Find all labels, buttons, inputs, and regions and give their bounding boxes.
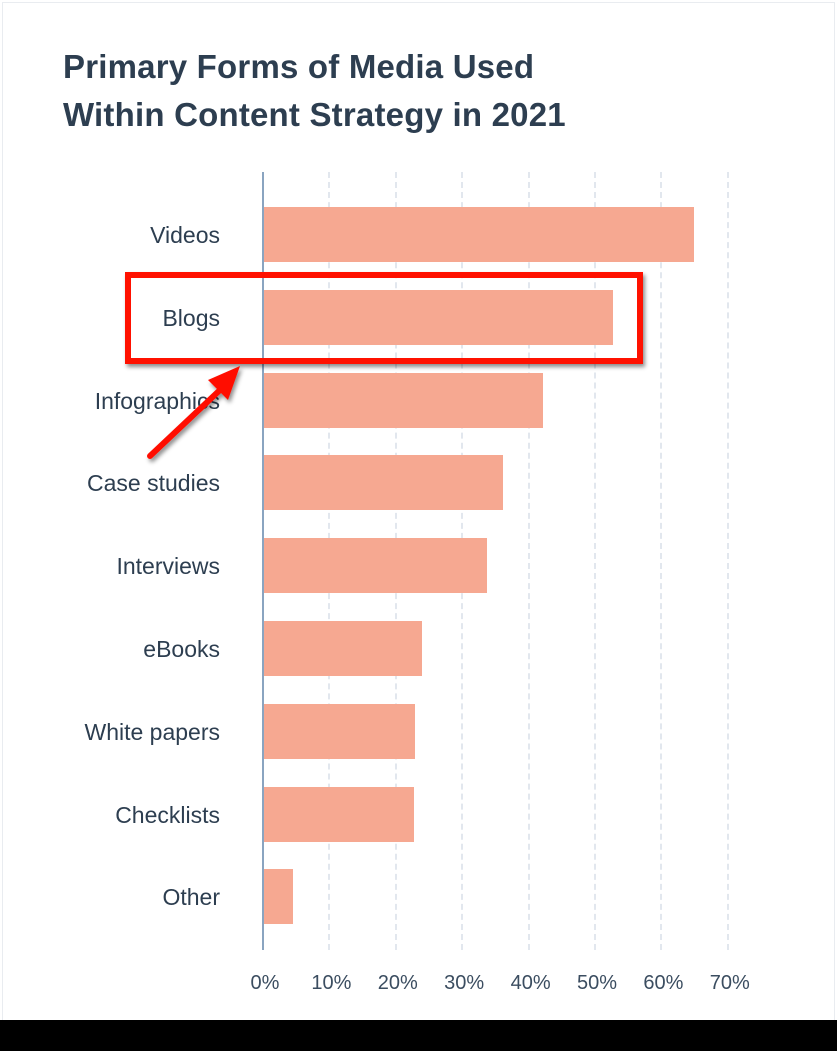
bar-other — [264, 869, 294, 925]
gridline — [527, 172, 530, 950]
bar-ebooks — [264, 621, 423, 676]
x-tick-label: 0% — [250, 972, 280, 994]
chart-title-line-1: Primary Forms of Media Used — [63, 48, 535, 85]
category-label: Blogs — [162, 304, 220, 331]
chart-frame: Primary Forms of Media Used Within Conte… — [2, 2, 835, 1021]
bottom-black-bar — [0, 1020, 837, 1051]
x-tick-label: 70% — [709, 972, 750, 994]
bar-blogs — [264, 289, 614, 345]
arrow-icon — [147, 366, 240, 459]
chart-title: Primary Forms of Media Used Within Conte… — [63, 43, 566, 139]
category-label: eBooks — [143, 636, 220, 662]
x-tick-label: 60% — [643, 972, 684, 994]
category-label: Case studies — [87, 470, 220, 497]
bar-checklists — [264, 786, 415, 842]
y-axis-line — [262, 172, 264, 950]
category-label: Checklists — [115, 801, 220, 828]
chart-title-line-2: Within Content Strategy in 2021 — [63, 96, 566, 133]
gridline — [594, 172, 596, 950]
x-tick-label: 30% — [444, 972, 485, 994]
bar-infographics — [264, 372, 543, 428]
category-label: Interviews — [116, 553, 220, 580]
gridline — [660, 172, 663, 950]
category-label: Other — [162, 884, 220, 911]
x-tick-label: 40% — [510, 972, 551, 994]
category-label: White papers — [84, 718, 220, 745]
category-label: Videos — [150, 222, 220, 248]
x-tick-label: 20% — [377, 972, 418, 994]
bar-interviews — [264, 538, 488, 594]
bar-case-studies — [264, 455, 504, 511]
bar-white-papers — [264, 703, 415, 759]
bar-videos — [264, 207, 694, 262]
gridline — [726, 172, 729, 950]
highlight-box-blogs — [125, 272, 643, 364]
x-tick-label: 10% — [311, 972, 352, 994]
x-tick-label: 50% — [576, 972, 618, 994]
